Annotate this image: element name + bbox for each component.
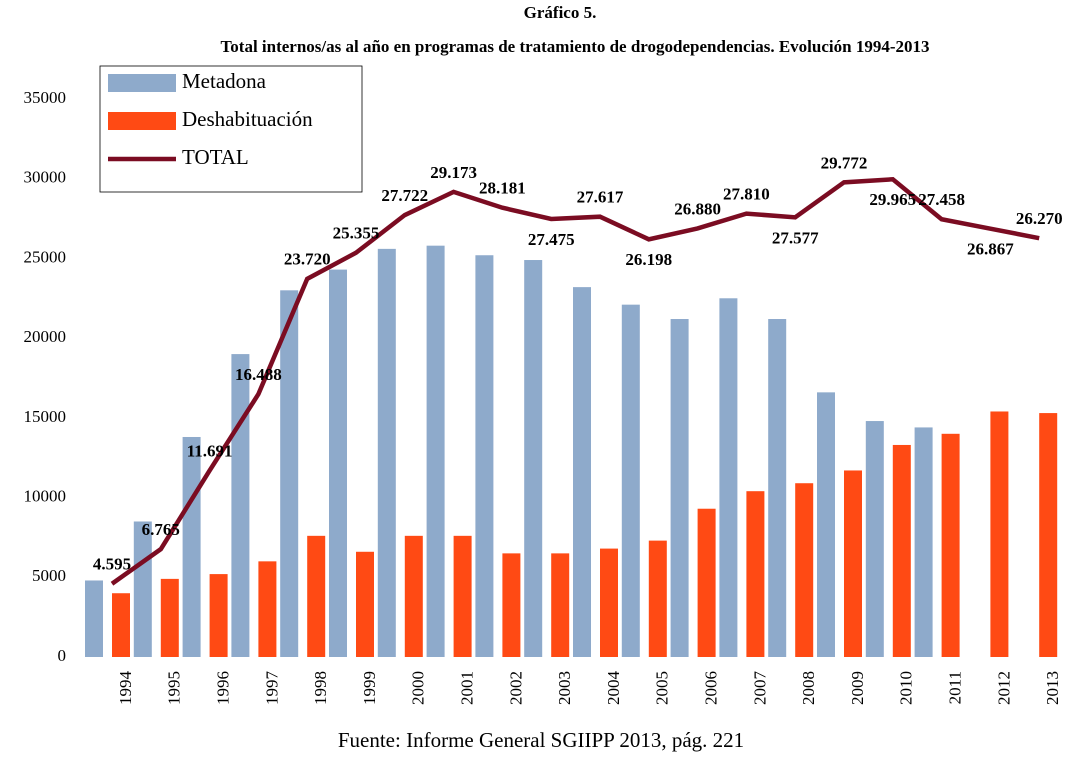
x-tick-label: 2012: [994, 671, 1013, 705]
bar: [990, 411, 1009, 657]
data-label: 4.595: [93, 555, 131, 574]
x-tick-label: 2010: [897, 671, 916, 705]
x-tick-label: 2008: [799, 671, 818, 705]
bar: [941, 433, 960, 657]
x-tick-label: 2003: [555, 671, 574, 705]
bar: [865, 421, 884, 657]
data-label: 27.577: [772, 228, 819, 247]
data-label: 26.198: [625, 250, 672, 269]
data-label: 26.270: [1016, 209, 1063, 228]
bar: [524, 260, 543, 657]
data-label: 27.810: [723, 185, 770, 204]
data-label: 29.965: [869, 190, 916, 209]
bar: [209, 574, 228, 657]
x-tick-label: 1995: [165, 671, 184, 705]
y-tick-label: 5000: [32, 566, 66, 585]
bar: [426, 245, 445, 657]
bar: [258, 561, 277, 657]
bar: [356, 551, 374, 657]
y-tick-label: 10000: [24, 486, 67, 505]
data-label: 11.691: [187, 442, 233, 461]
bar: [892, 444, 911, 657]
bar: [719, 298, 738, 657]
bar: [746, 491, 765, 657]
x-tick-label: 2009: [848, 671, 867, 705]
y-tick-label: 35000: [24, 88, 67, 107]
bar: [670, 319, 689, 657]
bar: [85, 580, 103, 657]
y-tick-label: 25000: [24, 247, 67, 266]
bar: [231, 354, 250, 657]
chart-subtitle: Total internos/as al año en programas de…: [221, 37, 930, 56]
x-tick-label: 2001: [458, 671, 477, 705]
data-label: 26.867: [967, 240, 1014, 259]
data-label: 25.355: [333, 224, 380, 243]
data-label: 27.617: [577, 188, 624, 207]
bar: [133, 521, 152, 657]
x-tick-label: 2005: [653, 671, 672, 705]
bar: [160, 578, 179, 657]
x-tick-label: 2002: [506, 671, 525, 705]
data-label: 29.173: [430, 163, 477, 182]
bar: [280, 290, 299, 657]
bar: [182, 436, 201, 657]
data-label: 27.458: [918, 190, 965, 209]
bar: [404, 535, 423, 657]
legend-swatch: [108, 74, 176, 92]
bar: [475, 255, 494, 658]
x-tick-label: 1998: [311, 671, 330, 705]
x-tick-label: 2013: [1043, 671, 1062, 705]
legend-label: Deshabituación: [182, 107, 313, 131]
y-tick-label: 20000: [24, 327, 67, 346]
data-label: 29.772: [821, 153, 868, 172]
legend-label: TOTAL: [182, 145, 249, 169]
bar: [502, 553, 521, 657]
bar: [1039, 413, 1058, 657]
bar: [621, 304, 640, 657]
bar: [453, 535, 472, 657]
bar: [551, 553, 570, 657]
bar: [377, 248, 396, 657]
data-label: 6.765: [142, 520, 180, 539]
x-tick-label: 1994: [116, 671, 135, 706]
x-tick-label: 2011: [946, 671, 965, 704]
bar: [914, 427, 933, 657]
x-tick-label: 2007: [750, 671, 769, 706]
data-label: 16.488: [235, 365, 282, 384]
x-tick-label: 1996: [214, 671, 233, 705]
line: [110, 176, 1040, 586]
x-tick-label: 2006: [702, 671, 721, 705]
bar: [844, 470, 862, 657]
chart-title: Gráfico 5.: [524, 3, 597, 22]
data-label: 28.181: [479, 179, 526, 198]
data-label: 26.880: [674, 199, 721, 218]
data-label: 23.720: [284, 250, 331, 269]
x-tick-label: 1997: [262, 671, 281, 706]
y-tick-label: 15000: [24, 407, 67, 426]
bar: [307, 535, 326, 657]
legend-label: Metadona: [182, 69, 267, 93]
bar: [600, 548, 618, 657]
bar: [768, 319, 787, 657]
legend-swatch: [108, 112, 176, 130]
y-tick-label: 30000: [24, 168, 67, 187]
bar: [573, 287, 591, 657]
x-tick-label: 2004: [604, 671, 623, 706]
data-label: 27.722: [381, 186, 428, 205]
bar: [817, 392, 835, 657]
y-tick-label: 0: [58, 646, 67, 665]
bar: [795, 483, 814, 657]
bar: [648, 540, 667, 657]
data-label: 27.475: [528, 230, 575, 249]
source: Fuente: Informe General SGIIPP 2013, pág…: [338, 728, 744, 752]
bar: [329, 269, 347, 657]
bar: [697, 508, 716, 657]
x-tick-label: 2000: [409, 671, 428, 705]
bar: [112, 593, 130, 657]
x-tick-label: 1999: [360, 671, 379, 705]
